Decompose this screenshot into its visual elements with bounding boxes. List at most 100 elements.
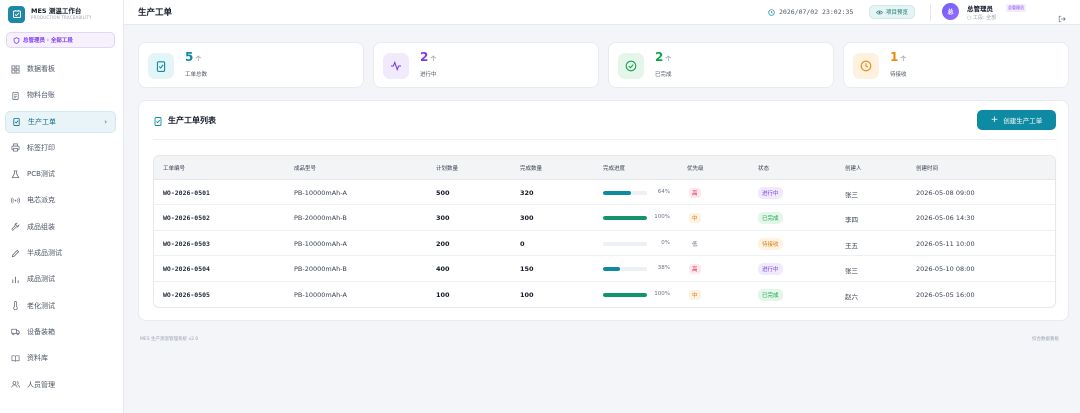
sidebar: MES 测温工作台 PRODUCTION TRACEABILITY 总管理员 ·… — [0, 0, 124, 413]
project-preview-button[interactable]: 项目预览 — [869, 5, 916, 19]
product-model: PB-20000mAh-B — [294, 265, 347, 274]
work-order-code[interactable]: WO-2026-0505 — [163, 290, 210, 299]
sidebar-item-aging-test[interactable]: 老化测试 — [5, 295, 116, 317]
footer-link[interactable]: 综合数据看板 — [1032, 337, 1059, 342]
work-order-code[interactable]: WO-2026-0504 — [163, 265, 210, 274]
priority-badge: 低 — [689, 238, 701, 249]
work-order-code[interactable]: WO-2026-0503 — [163, 239, 210, 248]
created-time: 2026-05-06 14:30 — [916, 214, 975, 223]
creator: 张三 — [845, 267, 858, 276]
logout-icon[interactable] — [1058, 8, 1066, 27]
user-role-tag: 总管理员 — [1006, 4, 1026, 12]
preview-button-label: 项目预览 — [886, 10, 909, 16]
panel-title: 生产工单列表 — [153, 115, 216, 126]
sidebar-item-semi-test[interactable]: 半成品测试 — [5, 242, 116, 264]
truck-icon — [11, 327, 20, 336]
work-order-code[interactable]: WO-2026-0502 — [163, 214, 210, 223]
work-order-code[interactable]: WO-2026-0501 — [163, 189, 210, 197]
clock-icon — [853, 53, 879, 79]
dashboard-icon — [11, 64, 20, 74]
priority-badge: 中 — [689, 289, 701, 300]
completed-qty: 150 — [520, 265, 534, 274]
sidebar-item-pcb-test[interactable]: PCB测试 — [5, 163, 116, 185]
progress-percent: 38% — [657, 265, 670, 272]
sidebar-item-label-print[interactable]: 标签打印 — [5, 137, 116, 159]
sidebar-item-label: 物料台账 — [27, 91, 55, 100]
sidebar-item-cell-dispatch[interactable]: 电芯派克 — [5, 189, 116, 211]
created-time: 2026-05-08 09:00 — [916, 189, 975, 197]
sidebar-item-label: 设备装箱 — [27, 327, 55, 336]
table-row[interactable]: WO-2026-0503 PB-10000mAh-A 200 0 0% 低 待接收 王五 202… — [154, 231, 1055, 257]
header-divider — [930, 4, 931, 21]
column-header[interactable]: 完成数量 — [520, 166, 543, 172]
column-header[interactable]: 计划数量 — [436, 166, 459, 172]
product-model: PB-20000mAh-B — [294, 214, 347, 223]
sidebar-item-dashboard[interactable]: 数据看板 — [5, 58, 116, 80]
sidebar-item-packing[interactable]: 设备装箱 — [5, 321, 116, 343]
sidebar-item-label: 人员管理 — [27, 380, 55, 389]
sidebar-item-assembly[interactable]: 成品组装 — [5, 216, 116, 238]
column-header[interactable]: 成品型号 — [294, 166, 317, 172]
column-header[interactable]: 工单编号 — [163, 166, 186, 172]
sidebar-item-label: PCB测试 — [27, 170, 55, 179]
table-header: 工单编号 成品型号 计划数量 完成数量 完成进度 优先级 状态 创建人 创建时间 — [154, 156, 1055, 180]
completed-qty: 0 — [520, 239, 525, 248]
table-row[interactable]: WO-2026-0504 PB-20000mAh-B 400 150 38% 高 进行中 张三… — [154, 256, 1055, 282]
shield-icon — [13, 36, 20, 44]
priority-badge: 高 — [689, 264, 701, 275]
sidebar-item-label: 资料库 — [27, 354, 48, 363]
sidebar-item-work-orders[interactable]: 生产工单 › — [5, 110, 116, 133]
progress-fill — [603, 267, 620, 272]
status-badge: 待接收 — [758, 237, 783, 250]
clipboard-check-icon — [148, 53, 174, 79]
completed-qty: 300 — [520, 214, 534, 223]
column-header[interactable]: 创建人 — [845, 166, 862, 172]
role-badge: 总管理员 · 全部工段 — [6, 32, 115, 48]
sidebar-item-library[interactable]: 资料库 — [5, 347, 116, 369]
create-work-order-button[interactable]: + 创建生产工单 — [977, 110, 1056, 130]
creator: 赵六 — [845, 292, 858, 301]
table-row[interactable]: WO-2026-0502 PB-20000mAh-B 300 300 100% 中 已完成 李… — [154, 205, 1055, 231]
brand[interactable]: MES 测温工作台 PRODUCTION TRACEABILITY — [0, 0, 123, 28]
users-icon — [11, 380, 20, 389]
column-header[interactable]: 创建时间 — [916, 166, 939, 172]
table-row[interactable]: WO-2026-0501 PB-10000mAh-A 500 320 64% 高 进行中 张三… — [154, 180, 1055, 206]
sidebar-item-label: 成品组装 — [27, 222, 55, 231]
sidebar-item-materials[interactable]: 物料台账 — [5, 84, 116, 106]
avatar[interactable]: 总 — [942, 3, 959, 20]
created-time: 2026-05-11 10:00 — [916, 239, 975, 248]
status-badge: 已完成 — [758, 212, 783, 225]
progress-bar — [603, 267, 647, 272]
top-header: 生产工单 2026/07/02 23:02:35 项目预览 总 总管理员 总管理… — [124, 0, 1080, 25]
planned-qty: 200 — [436, 239, 450, 248]
product-model: PB-10000mAh-A — [294, 189, 347, 197]
stat-label: 待接收 — [890, 72, 907, 78]
datetime-display: 2026/07/02 23:02:35 — [768, 8, 853, 16]
progress-fill — [603, 216, 647, 221]
clipboard-icon — [11, 91, 20, 100]
sidebar-item-product-test[interactable]: 成品测试 — [5, 268, 116, 290]
printer-icon — [11, 143, 20, 152]
column-header[interactable]: 完成进度 — [603, 166, 626, 172]
column-header[interactable]: 状态 — [758, 166, 770, 172]
progress-percent: 100% — [654, 290, 670, 297]
clock-icon — [768, 8, 775, 16]
stat-label: 进行中 — [420, 72, 437, 78]
process-icon: ○ — [967, 15, 973, 21]
product-model: PB-10000mAh-A — [294, 239, 347, 248]
clipboard-check-icon — [12, 117, 21, 127]
sidebar-item-users[interactable]: 人员管理 — [5, 374, 116, 396]
created-time: 2026-05-10 08:00 — [916, 265, 975, 274]
creator: 李四 — [845, 216, 858, 225]
table-row[interactable]: WO-2026-0505 PB-10000mAh-A 100 100 100% 中 已完成 赵… — [154, 282, 1055, 307]
completed-qty: 320 — [520, 189, 534, 197]
column-header[interactable]: 优先级 — [687, 166, 704, 172]
work-order-panel: 生产工单列表 + 创建生产工单 工单编号 成品型号 计划数量 完成数量 完成进度… — [138, 100, 1069, 321]
pencil-icon — [11, 249, 20, 258]
wrench-icon — [11, 222, 20, 231]
progress-fill — [603, 292, 647, 297]
